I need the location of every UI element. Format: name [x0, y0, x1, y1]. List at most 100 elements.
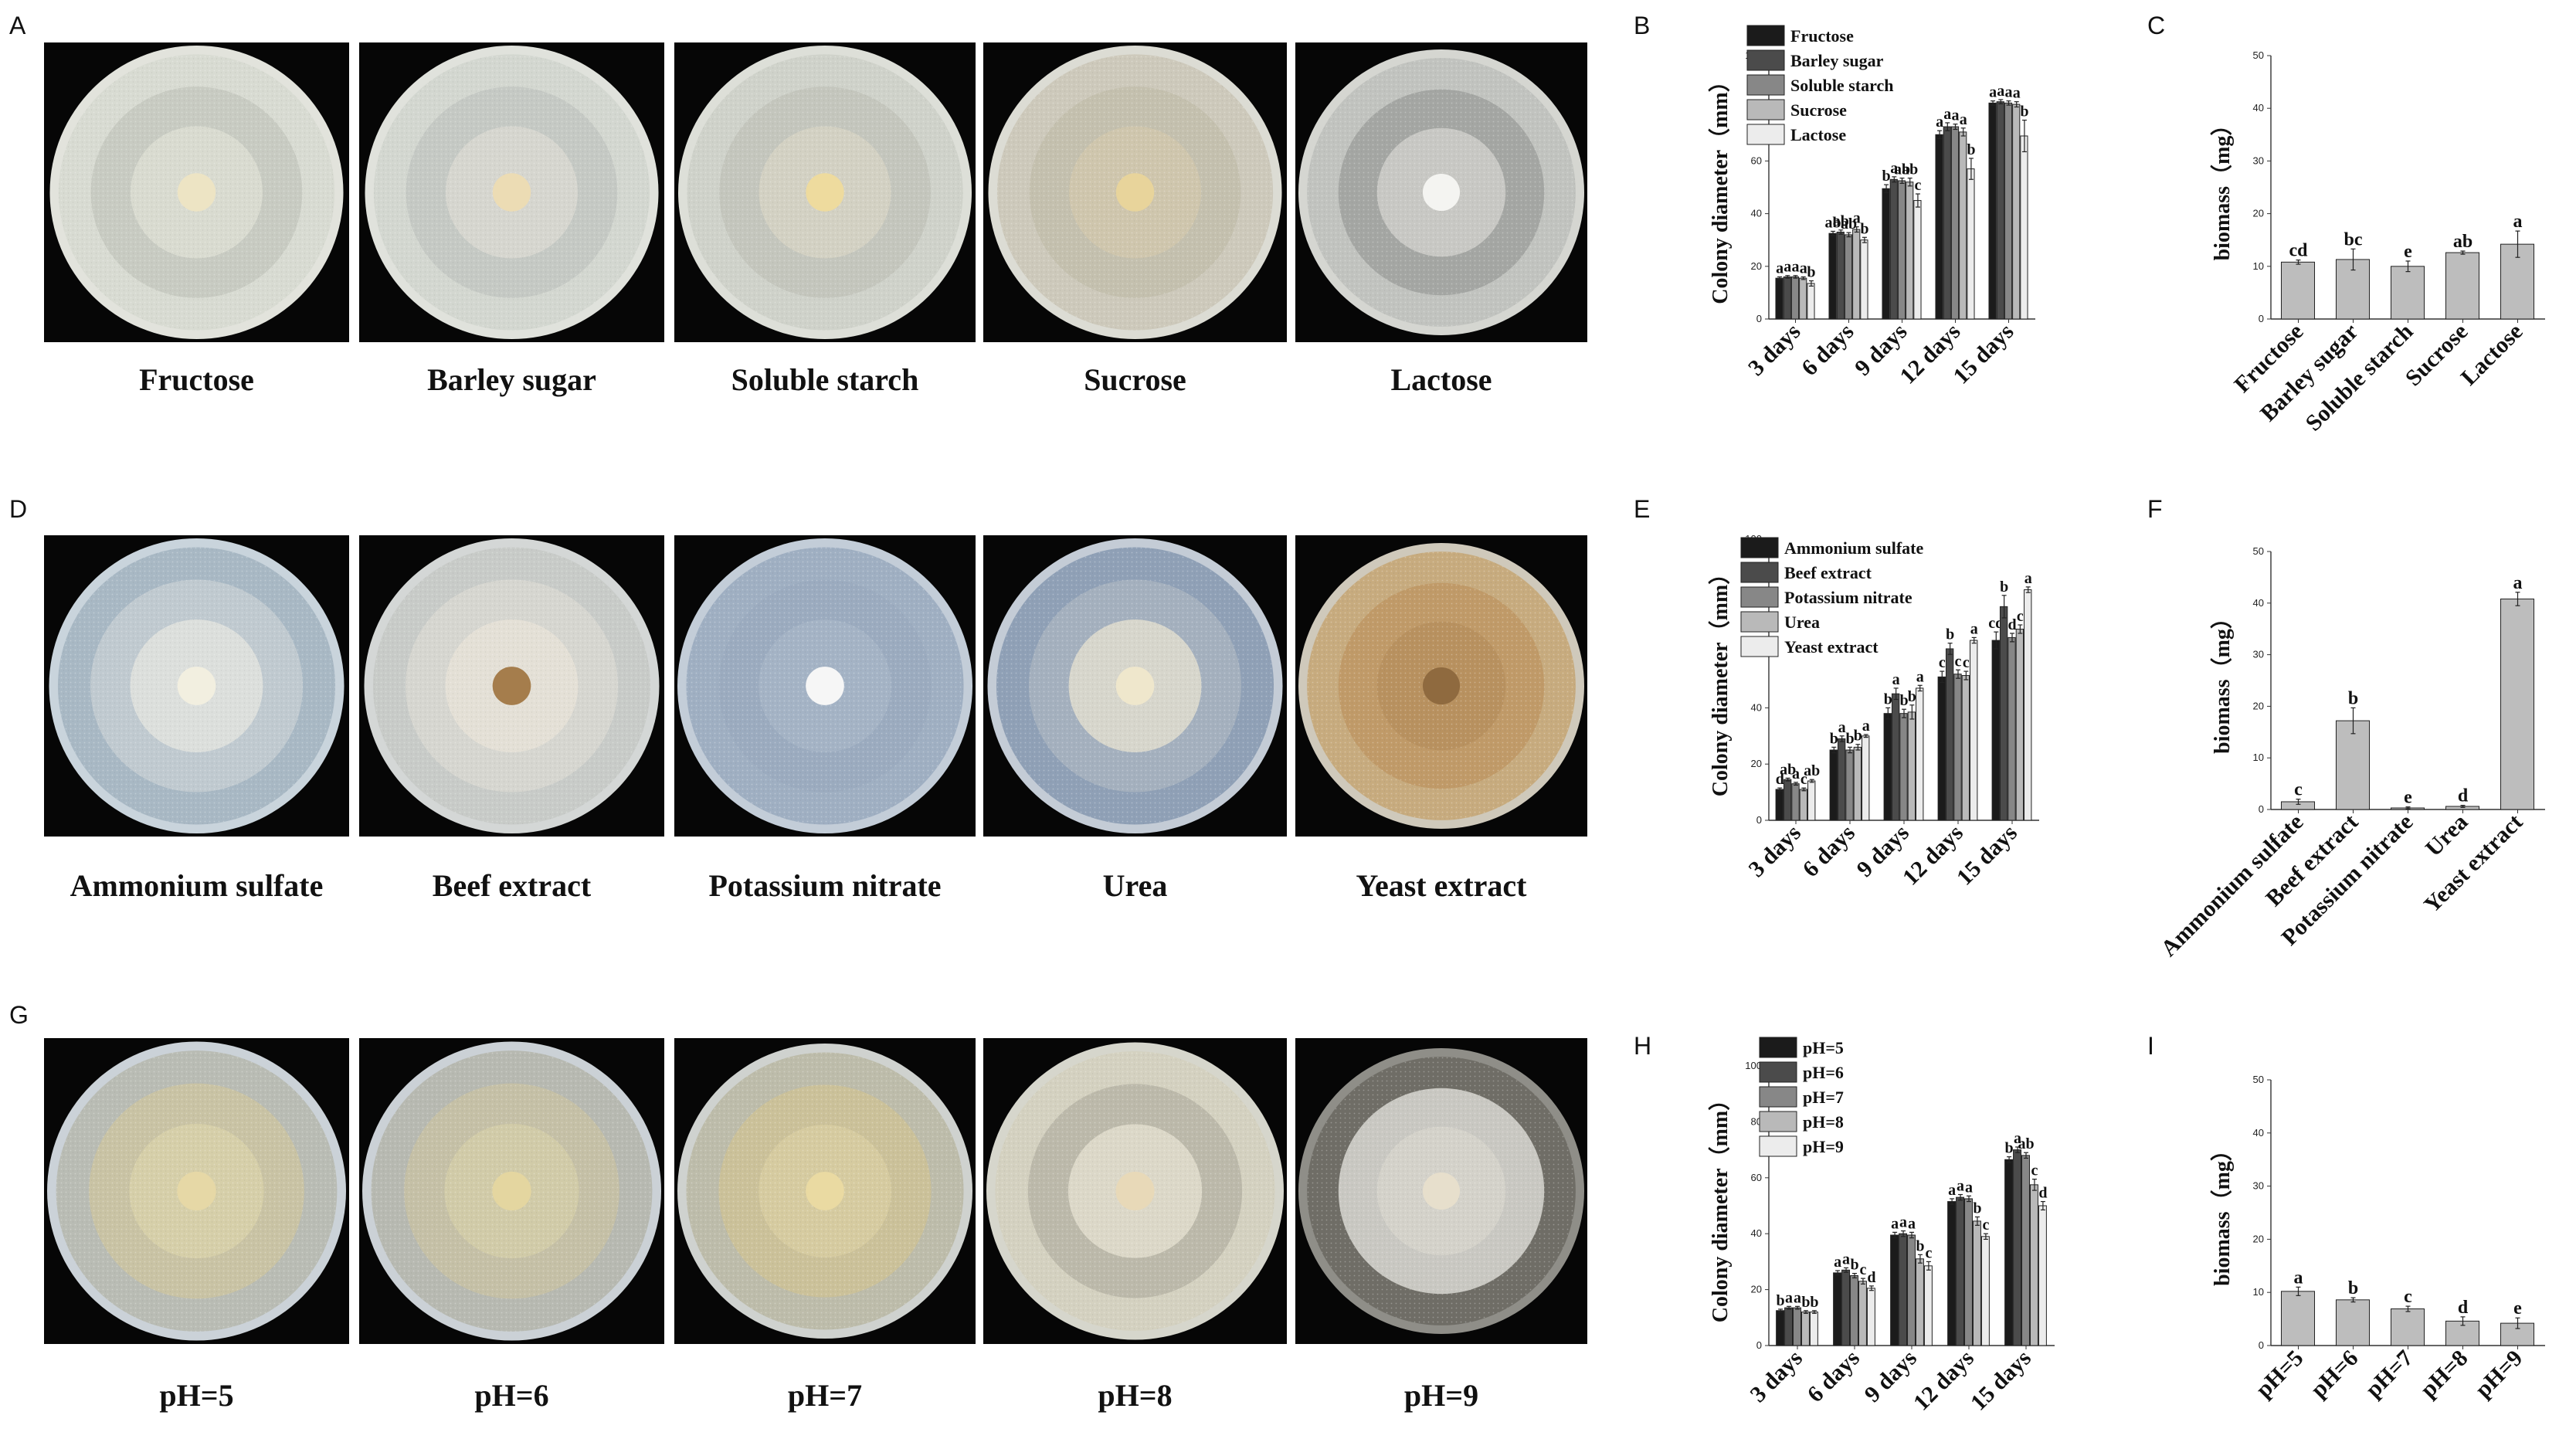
chart-h-significance-letter: c [1925, 1244, 1932, 1261]
chart-e-significance-letter: d [2008, 616, 2016, 633]
chart-e-bar-9-days-urea [1907, 711, 1916, 821]
chart-h-legend-swatch [1759, 1111, 1797, 1132]
chart-e-bar-6-days-yeast-extract [1862, 735, 1870, 821]
chart-h-y-axis-title: Colony diameter（mm） [1707, 1089, 1733, 1323]
plate-ph-7: pH=7 [674, 1038, 976, 1413]
chart-h-y-tick-label: 20 [1751, 1284, 1762, 1295]
chart-b-significance-letter: a [2013, 85, 2021, 102]
chart-h-legend-swatch [1759, 1061, 1797, 1083]
panel-label-h: H [1634, 1032, 1651, 1060]
chart-e-bar-9-days-ammonium-sulfate [1883, 713, 1892, 821]
chart-f-y-tick-label: 10 [2253, 752, 2264, 763]
chart-e-significance-letter: b [1830, 730, 1838, 747]
chart-h-significance-letter: a [1908, 1215, 1916, 1232]
chart-i-biomass-ph: 0 10 20 30 40 50 biomass（mg） a pH=5 b pH=6 c pH=7 d pH… [2209, 1074, 2545, 1403]
chart-i-x-tick-label: pH=7 [2360, 1346, 2418, 1403]
chart-e-y-tick-label: 0 [1756, 814, 1762, 826]
chart-f-y-tick-label: 0 [2259, 803, 2264, 815]
chart-e-bar-12-days-potassium-nitrate [1953, 674, 1962, 821]
plate-ph-8: pH=8 [983, 1038, 1287, 1413]
chart-h-significance-letter: a [1794, 1289, 1801, 1306]
chart-c-significance-letter: cd [2289, 241, 2309, 261]
chart-h-significance-letter: a [1948, 1182, 1956, 1199]
chart-e-bar-12-days-urea [1961, 675, 1970, 821]
chart-c-y-tick-label: 40 [2253, 102, 2264, 114]
chart-h-bar-6-days-ph-5 [1833, 1272, 1842, 1346]
chart-b-bar-3-days-sucrose [1799, 277, 1807, 320]
chart-e-significance-letter: c [1963, 654, 1970, 671]
inoculum-plug [1422, 173, 1461, 212]
chart-h-legend-label: pH=9 [1803, 1137, 1844, 1156]
chart-h-bar-15-days-ph-5 [2004, 1159, 2014, 1346]
chart-e-legend-swatch [1740, 611, 1779, 633]
chart-h-significance-letter: d [2038, 1185, 2047, 1202]
chart-h-bar-15-days-ph-9 [2038, 1205, 2047, 1346]
chart-b-legend-swatch [1746, 49, 1785, 71]
chart-b-bar-12-days-lactose [1967, 168, 1975, 320]
chart-e-bar-3-days-urea [1799, 789, 1808, 821]
plate-label-barley-sugar: Barley sugar [427, 362, 596, 397]
chart-h-legend-label: pH=6 [1803, 1063, 1844, 1082]
chart-b-x-tick-label: 3 days [1743, 319, 1806, 382]
chart-h-x-tick-label: 12 days [1909, 1346, 1979, 1416]
chart-h-bar-15-days-ph-6 [2013, 1149, 2022, 1346]
chart-c-y-tick-label: 0 [2259, 313, 2264, 324]
inoculum-plug [1422, 1172, 1461, 1210]
chart-b-significance-letter: b [1967, 141, 1975, 158]
chart-b-bar-6-days-barley-sugar [1836, 231, 1845, 320]
chart-h-significance-letter: a [1965, 1179, 1973, 1196]
chart-e-bar-15-days-beef-extract [1999, 606, 2008, 821]
chart-h-legend-label: pH=7 [1803, 1088, 1844, 1107]
chart-h-bar-9-days-ph-6 [1899, 1233, 1908, 1346]
chart-e-significance-letter: b [2000, 579, 2008, 596]
chart-f-y-tick-label: 50 [2253, 545, 2264, 557]
chart-h-bar-15-days-ph-7 [2021, 1155, 2030, 1346]
chart-e-x-tick-label: 15 days [1952, 820, 2022, 891]
chart-e-significance-letter: b [1854, 728, 1862, 745]
chart-b-significance-letter: a [1936, 114, 1943, 131]
chart-c-y-axis-title: biomass（mg） [2209, 114, 2235, 261]
chart-c-significance-letter: e [2404, 242, 2412, 262]
chart-e-significance-letter: ab [1804, 762, 1820, 779]
chart-i-x-tick-label: pH=6 [2306, 1346, 2363, 1403]
chart-i-x-tick-label: pH=9 [2470, 1346, 2527, 1403]
chart-e-legend-label: Beef extract [1784, 563, 1872, 582]
plate-label-soluble-starch: Soluble starch [731, 362, 919, 397]
chart-b-significance-letter: c [1914, 177, 1921, 194]
inoculum-plug [1115, 173, 1155, 212]
chart-i-significance-letter: c [2404, 1287, 2412, 1307]
chart-f-significance-letter: a [2513, 573, 2523, 593]
chart-i-y-axis-title: biomass（mg） [2209, 1139, 2235, 1286]
plate-label-beef-extract: Beef extract [433, 868, 592, 903]
chart-b-significance-letter: a [1853, 210, 1861, 227]
chart-e-x-tick-label: 6 days [1797, 820, 1860, 883]
chart-e-bar-15-days-yeast-extract [2024, 589, 2032, 821]
plate-beef-extract: Beef extract [359, 535, 664, 903]
chart-h-y-tick-label: 60 [1751, 1172, 1762, 1183]
chart-e-legend-swatch [1740, 562, 1779, 583]
chart-e-x-tick-label: 12 days [1898, 820, 1968, 891]
chart-i-significance-letter: e [2513, 1298, 2522, 1319]
chart-h-bar-12-days-ph-5 [1947, 1201, 1957, 1346]
chart-b-significance-letter: a [1943, 106, 1951, 123]
chart-i-y-tick-label: 20 [2253, 1233, 2264, 1244]
inoculum-plug [1115, 667, 1155, 705]
chart-c-x-tick-label: Lactose [2456, 319, 2528, 391]
chart-h-significance-letter: a [1842, 1251, 1850, 1268]
chart-h-bar-9-days-ph-8 [1915, 1258, 1924, 1346]
chart-b-significance-letter: a [1800, 260, 1807, 277]
plate-potassium-nitrate: Potassium nitrate [674, 535, 976, 903]
chart-f-x-tick-label: Yeast extract [2419, 809, 2528, 918]
chart-e-bar-3-days-ammonium-sulfate [1775, 789, 1784, 821]
chart-h-bar-6-days-ph-6 [1841, 1269, 1851, 1346]
chart-b-bar-12-days-soluble-starch [1950, 126, 1960, 320]
chart-h-bar-9-days-ph-5 [1890, 1234, 1899, 1346]
plate-ph-6: pH=6 [359, 1038, 664, 1413]
chart-b-legend-label: Soluble starch [1790, 76, 1893, 95]
chart-e-bar-9-days-yeast-extract [1916, 687, 1924, 821]
chart-b-x-tick-label: 6 days [1797, 319, 1859, 382]
chart-e-significance-letter: a [1862, 718, 1870, 735]
